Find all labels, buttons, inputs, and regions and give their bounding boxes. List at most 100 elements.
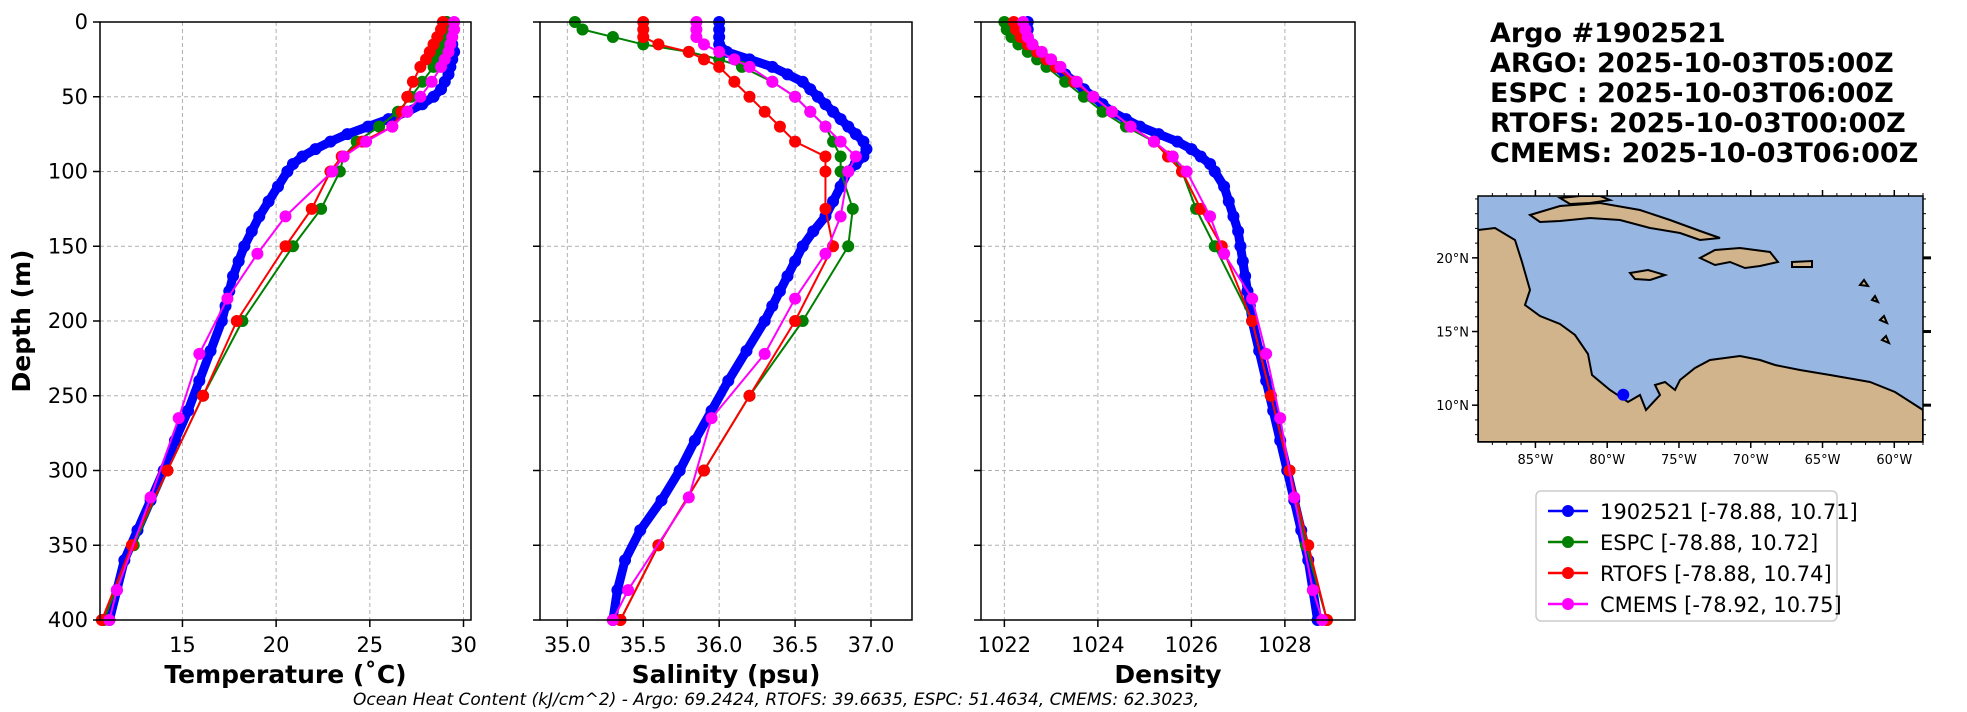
data-point	[846, 202, 859, 215]
float-location-marker	[1617, 388, 1630, 401]
data-point	[849, 150, 862, 163]
data-point	[819, 247, 832, 260]
legend-label: ESPC [-78.88, 10.72]	[1600, 531, 1818, 555]
y-tick-label: 150	[48, 234, 88, 258]
land-bahamas	[1556, 196, 1614, 206]
data-point	[144, 491, 157, 504]
data-point	[193, 374, 206, 387]
data-point	[1070, 75, 1083, 88]
data-point	[637, 30, 650, 43]
data-point	[819, 202, 832, 215]
data-point	[386, 120, 399, 133]
data-point	[230, 315, 243, 327]
data-point	[743, 90, 756, 103]
data-point	[819, 98, 832, 111]
map-frame	[1477, 195, 1924, 443]
data-point	[773, 120, 786, 133]
data-point	[1166, 150, 1179, 163]
y-tick-label: 300	[48, 459, 88, 483]
profile-panel: 35.0 35.5 36.0 36.5 37.0 Salinity (psu)	[533, 16, 913, 689]
data-point	[360, 135, 373, 148]
location-map: 85°W 80°W 75°W 70°W 65°W 60°W 20°N 15°N 10°N	[1436, 190, 1931, 468]
data-point	[204, 344, 217, 357]
info-title-line: Argo #1902521	[1490, 18, 1726, 49]
legend-item: ESPC [-78.88, 10.72]	[1548, 531, 1818, 555]
data-point	[796, 240, 809, 253]
data-point	[1035, 45, 1048, 58]
data-point	[697, 53, 710, 66]
data-point	[326, 165, 339, 178]
x-axis-label: Temperature (˚C)	[164, 660, 406, 689]
data-point	[1260, 347, 1273, 360]
data-point	[414, 90, 427, 103]
profile-panel: 1022 1024 1026 1028 Density	[974, 16, 1356, 689]
data-point	[827, 105, 840, 118]
land-puerto-rico	[1791, 259, 1813, 268]
y-axis-label: Depth (m)	[7, 250, 36, 393]
legend-frame	[1535, 490, 1838, 622]
data-point	[414, 60, 427, 73]
data-point	[811, 90, 824, 103]
data-point	[1288, 491, 1301, 504]
x-tick-label: 36.5	[772, 633, 819, 657]
data-point	[842, 240, 855, 253]
data-point	[341, 128, 354, 141]
data-point	[758, 347, 771, 360]
data-point	[652, 38, 665, 51]
data-point	[435, 60, 448, 73]
series-line-cmems	[611, 22, 857, 621]
x-tick-label: 1028	[1258, 633, 1311, 657]
map-x-tick-label: 65°W	[1805, 453, 1841, 468]
land-jamaica	[1628, 268, 1669, 282]
data-point	[401, 105, 414, 118]
data-point	[1077, 90, 1090, 103]
data-point	[238, 240, 251, 253]
legend-marker-swatch	[1562, 567, 1574, 579]
data-point	[1274, 412, 1287, 425]
data-point	[1194, 150, 1207, 163]
y-tick-label: 400	[48, 608, 88, 632]
legend-label: 1902521 [-78.88, 10.71]	[1600, 500, 1858, 524]
profile-panel: 15 20 25 30050100150200250300350400Temperat…	[7, 10, 477, 689]
map-x-tick-label: 75°W	[1661, 453, 1697, 468]
data-point	[161, 464, 174, 477]
info-title: Argo #1902521 ARGO: 2025-10-03T05:00Z ES…	[1490, 18, 1918, 169]
data-point	[842, 120, 855, 133]
data-point	[221, 292, 234, 305]
data-point	[1208, 165, 1221, 178]
data-point	[373, 120, 386, 133]
data-point	[315, 202, 328, 215]
x-tick-label: 15	[169, 633, 196, 657]
data-point	[789, 315, 802, 327]
data-point	[406, 75, 419, 88]
land-hispaniola	[1697, 246, 1780, 270]
data-point	[361, 120, 374, 133]
data-point	[781, 68, 794, 81]
data-point	[622, 584, 635, 597]
legend-marker-swatch	[1562, 536, 1574, 548]
data-point	[722, 374, 735, 387]
legend-item: CMEMS [-78.92, 10.75]	[1548, 593, 1842, 617]
data-point	[743, 60, 756, 73]
data-point	[401, 90, 414, 103]
y-tick-label: 50	[61, 85, 88, 109]
map-x-tick-label: 80°W	[1589, 453, 1625, 468]
data-point	[1171, 135, 1184, 148]
data-point	[1306, 584, 1319, 597]
x-axis-label: Salinity (psu)	[632, 660, 821, 689]
data-point	[713, 60, 726, 73]
y-tick-label: 100	[48, 160, 88, 184]
legend-item: 1902521 [-78.88, 10.71]	[1548, 500, 1858, 524]
x-tick-label: 35.5	[620, 633, 667, 657]
data-point	[619, 554, 632, 567]
data-point	[682, 491, 695, 504]
data-point	[272, 180, 285, 193]
data-point	[197, 389, 210, 402]
land-yucatan	[1478, 226, 1923, 442]
legend-label: RTOFS [-78.88, 10.74]	[1600, 562, 1832, 586]
data-point	[1185, 143, 1198, 156]
data-point	[215, 315, 228, 327]
data-point	[606, 30, 619, 43]
data-point	[1026, 38, 1039, 51]
